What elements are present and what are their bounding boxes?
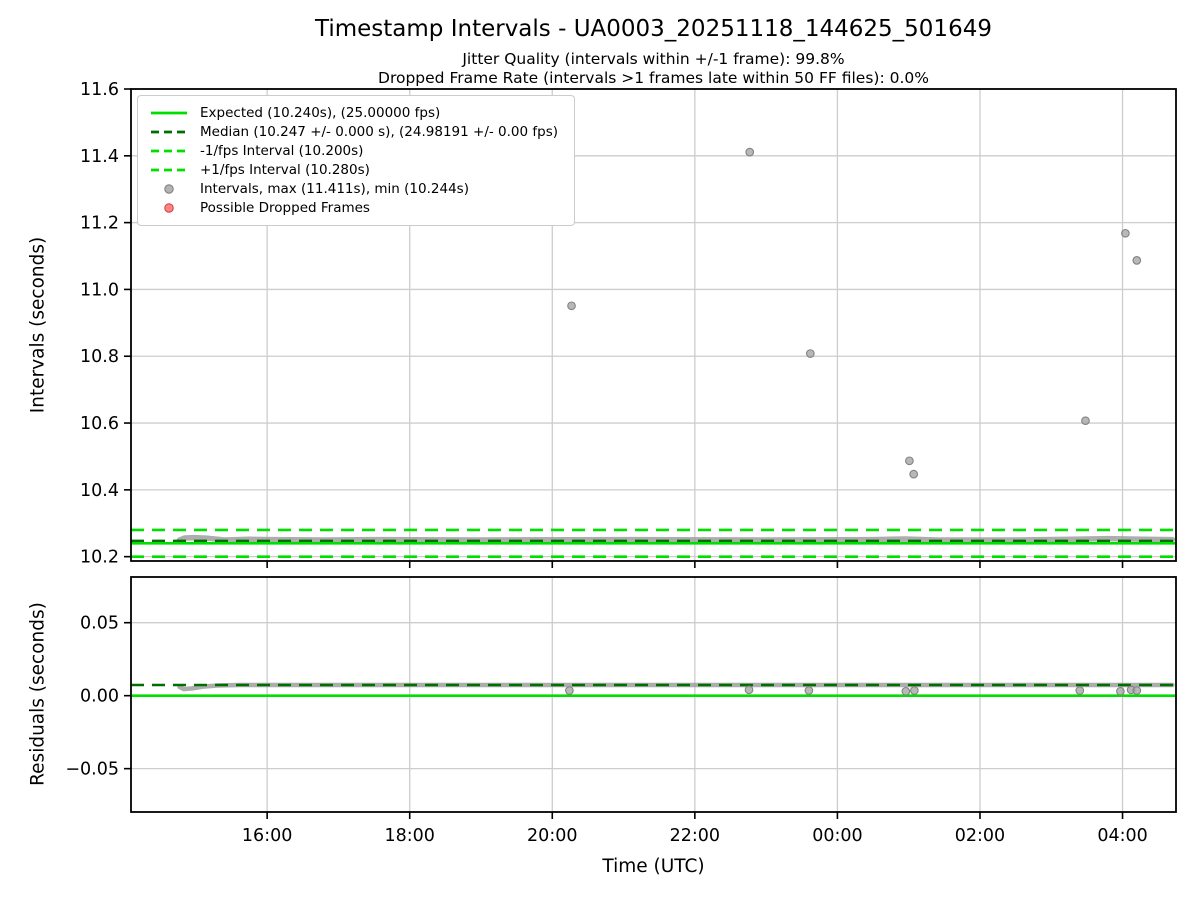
y-tick-label: 11.4 [80,147,119,167]
interval-point [565,686,574,695]
x-tick-label: 22:00 [670,826,720,846]
interval-point [1132,686,1142,695]
interval-point [909,469,919,479]
line-sample-icon [151,149,187,153]
x-tick-label: 04:00 [1097,826,1147,846]
y-tick-label: 11.2 [80,214,119,234]
x-tick-label: 18:00 [384,826,434,846]
x-tick-label: 02:00 [955,826,1005,846]
legend-item-label: +1/fps Interval (10.280s) [200,162,370,179]
legend-item: +1/fps Interval (10.280s) [150,161,564,180]
chart-title: Timestamp Intervals - UA0003_20251118_14… [315,16,992,42]
y-tick-label: 10.6 [80,414,119,434]
interval-point [567,301,576,311]
line-sample-icon [151,168,187,172]
intervals-y-axis-label: Intervals (seconds) [27,236,49,414]
legend-item-label: Median (10.247 +/- 0.000 s), (24.98191 +… [200,123,559,140]
y-tick-label: −0.05 [65,760,119,780]
dense-interval-band [176,534,1176,543]
axes-spine [130,88,1177,562]
axes-spine [130,576,1177,813]
interval-point [1081,416,1090,426]
y-tick-label: 10.8 [80,347,119,367]
legend: Expected (10.240s), (25.00000 fps) Median… [137,95,575,226]
interval-point [1132,256,1142,265]
legend-item: Possible Dropped Frames [150,199,564,218]
line-sample-icon [151,111,187,114]
interval-point [901,686,911,696]
line-sample-icon [151,130,187,134]
interval-point [745,147,755,157]
interval-point [805,349,815,358]
interval-point [804,686,814,695]
x-tick-label: 20:00 [527,826,577,846]
interval-point [1121,228,1130,238]
jitter-quality-subtitle: Jitter Quality (intervals within +/-1 fr… [462,50,845,68]
y-tick-label: 10.4 [80,481,119,501]
legend-item-label: Possible Dropped Frames [200,200,370,217]
legend-item-label: -1/fps Interval (10.200s) [200,142,364,159]
intervals-marker-icon [164,184,174,195]
legend-item: Median (10.247 +/- 0.000 s), (24.98191 +… [150,122,564,141]
interval-point [910,686,919,695]
legend-item-label: Expected (10.240s), (25.00000 fps) [200,104,441,121]
x-tick-label: 16:00 [242,826,292,846]
intervals-panel: 10.2 10.4 10.6 10.8 11.0 11.2 11.4 11.6 [80,80,1177,568]
x-tick-label: 00:00 [812,826,862,846]
interval-point [1116,686,1125,696]
interval-point [1075,686,1085,695]
legend-item: Intervals, max (11.411s), min (10.244s) [150,180,564,199]
legend-item: Expected (10.240s), (25.00000 fps) [150,103,564,122]
residuals-y-axis-label: Residuals (seconds) [27,602,49,786]
interval-point [744,685,754,695]
y-tick-label: 11.6 [80,80,119,100]
residuals-panel: 16:00 18:00 20:00 22:00 00:00 02:00 04:00 −0.05… [65,576,1177,846]
y-tick-label: 0.00 [80,687,119,707]
legend-item: -1/fps Interval (10.200s) [150,141,564,160]
interval-point [905,456,914,466]
dropped-frame-subtitle: Dropped Frame Rate (intervals >1 frames … [378,69,929,87]
x-axis-label: Time (UTC) [602,856,705,877]
legend-item-label: Intervals, max (11.411s), min (10.244s) [200,181,469,198]
y-tick-label: 10.2 [80,548,119,568]
dropped-frames-marker-icon [164,203,174,214]
y-tick-label: 11.0 [80,280,119,300]
y-tick-label: 0.05 [80,614,119,634]
